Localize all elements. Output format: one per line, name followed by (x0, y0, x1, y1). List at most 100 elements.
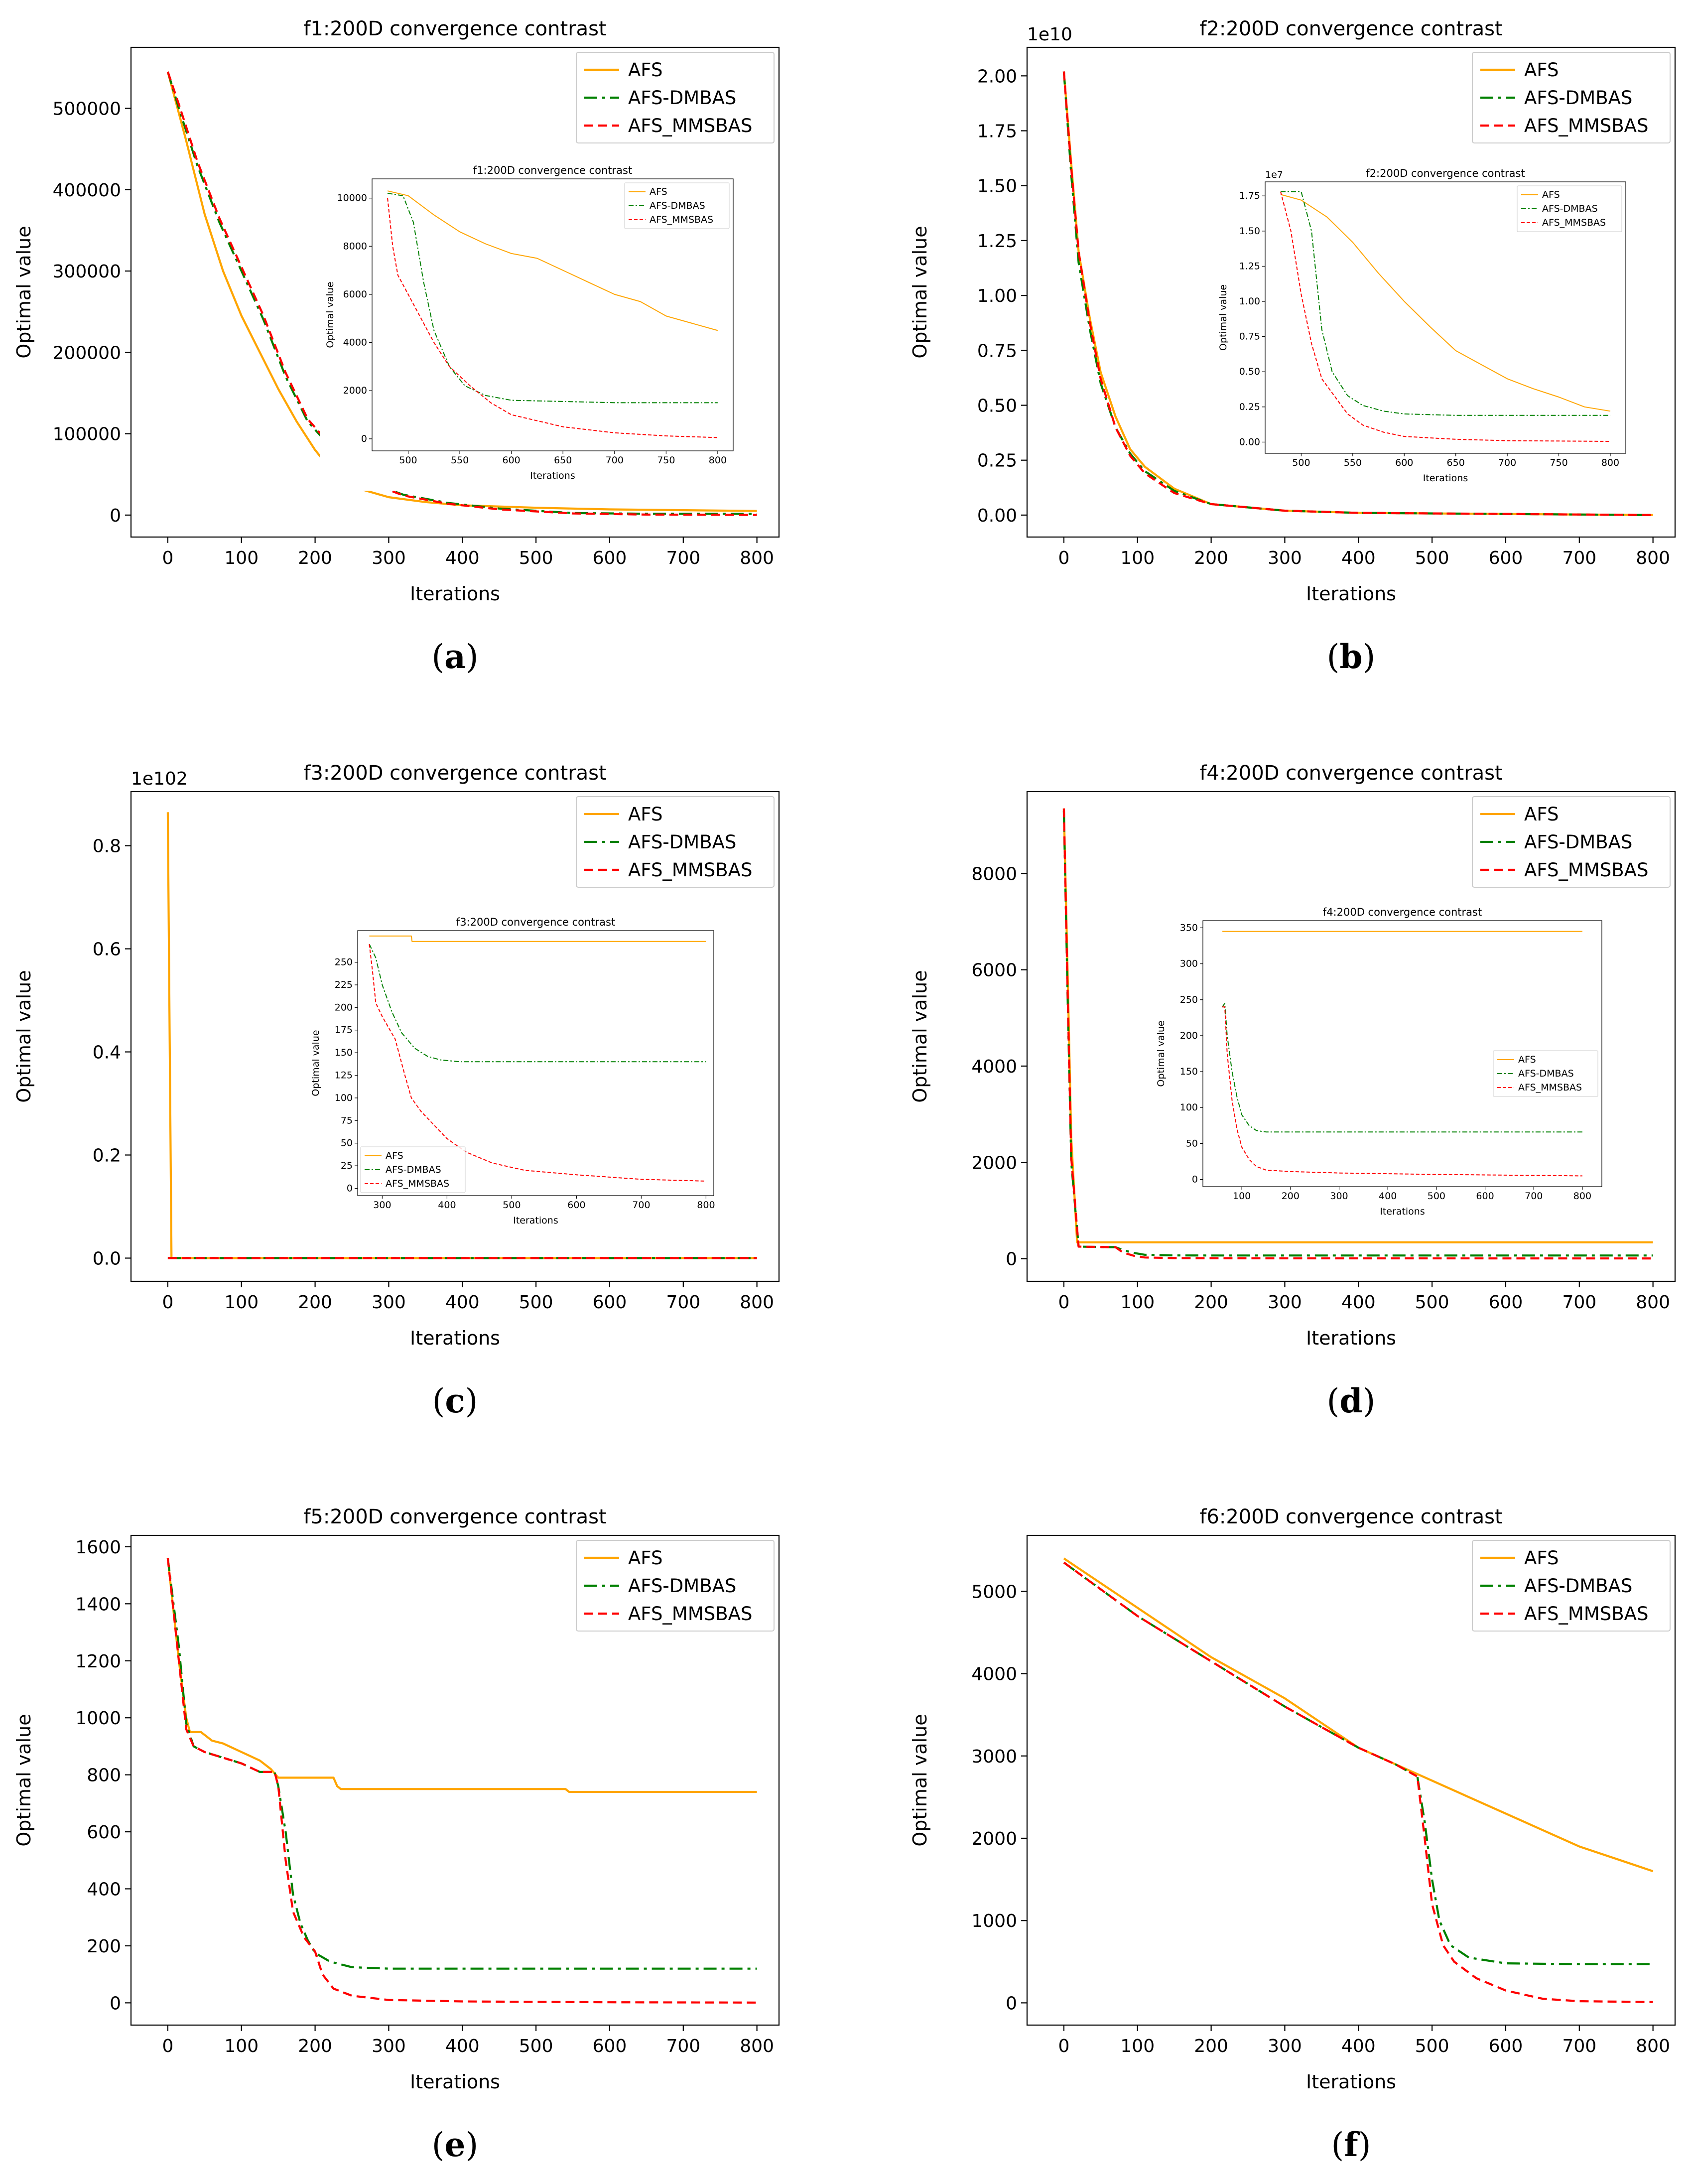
chart-c-inset-ytick-label: 75 (341, 1115, 353, 1126)
chart-e-ytick-label: 200 (87, 1936, 121, 1957)
chart-b-inset-legend-label: AFS (1542, 189, 1560, 200)
chart-a-legend: AFS AFS-DMBAS AFS_MMSBAS (576, 52, 775, 143)
chart-a-plot-frame (130, 46, 780, 538)
chart-d-inset-ytick-label: 300 (1180, 958, 1198, 969)
chart-b-inset-legend-box (1517, 185, 1622, 232)
chart-a-ytick-label: 200000 (53, 343, 121, 363)
caption-close-paren: ) (466, 638, 479, 676)
chart-c-inset-ylabel: Optimal value (310, 1030, 321, 1096)
chart-a-ylabel: Optimal value (13, 226, 35, 358)
chart-c-xtick-label: 400 (445, 1292, 480, 1313)
chart-d-inset-xtick-label: 400 (1379, 1191, 1397, 1202)
chart-e-xtick-label: 200 (298, 2036, 332, 2056)
caption-e: (e) (432, 2125, 479, 2164)
chart-d-ytick-label: 8000 (971, 864, 1017, 884)
chart-d-inset-xlabel: Iterations (1380, 1206, 1425, 1217)
chart-b-offset-label: 1e10 (1027, 24, 1072, 45)
chart-f-legend-label: AFS_MMSBAS (1524, 1603, 1648, 1625)
chart-b-inset-offset-label: 1e7 (1265, 169, 1283, 180)
chart-f-title: f6:200D convergence contrast (1199, 1505, 1502, 1528)
chart-f-ytick-label: 1000 (971, 1911, 1017, 1931)
chart-e-legend: AFS AFS-DMBAS AFS_MMSBAS (576, 1540, 775, 1632)
chart-a-legend-box (576, 52, 775, 143)
chart-b-ytick-label: 2.00 (977, 66, 1017, 87)
chart-d-ytick-label: 2000 (971, 1153, 1017, 1173)
chart-d-xtick-label: 800 (1636, 1292, 1670, 1313)
chart-b-inset-xtick-label: 600 (1395, 457, 1413, 468)
chart-a-inset-legend-box (624, 182, 730, 229)
chart-a-inset-xtick-label: 650 (554, 455, 572, 466)
chart-c-inset-ytick-label: 175 (335, 1025, 353, 1036)
chart-b-ytick-label: 1.50 (977, 176, 1017, 197)
chart-b-inset-ytick-label: 0.00 (1239, 436, 1260, 447)
chart-b-inset-xtick-label: 500 (1292, 457, 1310, 468)
caption-letter: a (444, 637, 466, 676)
chart-c-inset-title: f3:200D convergence contrast (456, 916, 615, 928)
chart-a-inset-legend-label: AFS (650, 186, 667, 197)
chart-c-xtick-label: 200 (298, 1292, 332, 1313)
chart-d-inset-title: f4:200D convergence contrast (1323, 906, 1482, 918)
chart-c-inset-ytick-label: 50 (341, 1138, 353, 1149)
chart-f-xtick-label: 100 (1120, 2036, 1155, 2056)
chart-c-ylabel: Optimal value (13, 970, 35, 1102)
chart-f-ytick-label: 5000 (971, 1582, 1017, 1602)
chart-b-legend-label: AFS (1524, 59, 1559, 81)
chart-d-legend: AFS AFS-DMBAS AFS_MMSBAS (1472, 796, 1671, 888)
chart-d-inset-xtick-label: 300 (1330, 1191, 1348, 1202)
chart-e-legend-box (576, 1540, 775, 1632)
chart-b-legend: AFS AFS-DMBAS AFS_MMSBAS (1472, 52, 1671, 143)
chart-b-inset-title: f2:200D convergence contrast (1366, 167, 1525, 179)
chart-c-xlabel: Iterations (410, 1327, 500, 1349)
chart-c-inset-xtick-label: 800 (697, 1200, 715, 1211)
chart-e-xtick-label: 300 (372, 2036, 406, 2056)
chart-b-inset-xlabel: Iterations (1423, 473, 1468, 484)
chart-c-legend: AFS AFS-DMBAS AFS_MMSBAS (576, 796, 775, 888)
chart-d-title: f4:200D convergence contrast (1199, 762, 1502, 785)
caption-letter: b (1339, 637, 1362, 676)
chart-c-inset-plot-frame (357, 930, 714, 1196)
chart-c-inset-ytick-label: 250 (335, 957, 353, 968)
chart-b-ytick-label: 0.25 (977, 451, 1017, 471)
caption-letter: d (1339, 1381, 1362, 1420)
chart-b-legend-label: AFS_MMSBAS (1524, 115, 1648, 136)
chart-b-series-afs-mmsbas (1062, 71, 1653, 516)
caption-f: (f) (1331, 2125, 1371, 2164)
chart-c-inset-ytick-label: 200 (335, 1002, 353, 1013)
chart-b-inset-ytick-label: 0.50 (1239, 366, 1260, 377)
chart-c-ytick-label: 0.2 (93, 1145, 121, 1166)
chart-c-inset: 300 400 500 600 700 800 0 25 50 75 100 125 150 175 200… (305, 908, 721, 1235)
chart-c-xtick-label: 700 (666, 1292, 700, 1313)
chart-f-legend-box (1472, 1540, 1671, 1632)
caption-close-paren: ) (1363, 1382, 1376, 1420)
chart-b-inset-ytick-label: 0.75 (1239, 331, 1260, 342)
caption-open-paren: ( (1327, 638, 1340, 676)
caption-a: (a) (431, 637, 478, 676)
chart-c-xtick-label: 500 (519, 1292, 553, 1313)
chart-panel-c: 0 100 200 300 400 500 600 700 8000.00.20.40.60.8… (13, 762, 780, 1420)
chart-b-xtick-label: 0 (1058, 548, 1069, 568)
chart-c-inset-xtick-label: 300 (373, 1200, 391, 1211)
chart-b-xtick-label: 700 (1562, 548, 1596, 568)
chart-f-xtick-label: 800 (1636, 2036, 1670, 2056)
chart-e-legend-label: AFS-DMBAS (628, 1575, 736, 1597)
chart-b-xtick-label: 600 (1489, 548, 1523, 568)
chart-e-ylabel: Optimal value (13, 1714, 35, 1846)
chart-d-ylabel: Optimal value (909, 970, 931, 1102)
chart-c-ytick-label: 0.6 (93, 940, 121, 960)
chart-a-legend-label: AFS-DMBAS (628, 87, 736, 109)
chart-b-inset-plot-frame (1265, 181, 1626, 454)
caption-close-paren: ) (465, 1382, 478, 1420)
chart-e-ytick-label: 1600 (75, 1537, 121, 1558)
chart-panel-f: 0 100 200 300 400 500 600 700 800 0 1000 2000 3000 40… (909, 1505, 1676, 2164)
chart-c-inset-series-afs (369, 935, 706, 942)
chart-d-inset-xtick-label: 600 (1476, 1191, 1494, 1202)
chart-b-inset-series-afs (1280, 194, 1611, 412)
chart-a-legend-label: AFS (628, 59, 662, 81)
chart-d-inset-xtick-label: 100 (1233, 1191, 1251, 1202)
chart-c-inset-series-afs-dmbas (369, 944, 706, 1063)
chart-d-plot-frame (1026, 791, 1676, 1282)
chart-b-inset-legend: AFS AFS-DMBAS AFS_MMSBAS (1517, 185, 1622, 232)
chart-b-inset-ytick-label: 0.25 (1239, 402, 1260, 412)
chart-d-inset-ytick-label: 50 (1186, 1138, 1198, 1149)
caption-c: (c) (432, 1381, 478, 1420)
